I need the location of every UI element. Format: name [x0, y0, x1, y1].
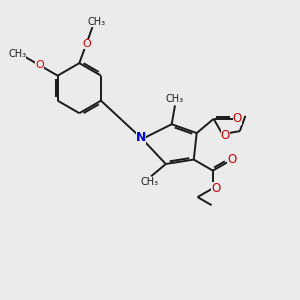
- Text: CH₃: CH₃: [8, 49, 26, 58]
- Text: CH₃: CH₃: [88, 17, 106, 27]
- Text: O: O: [82, 39, 91, 49]
- Text: O: O: [227, 153, 236, 166]
- Text: N: N: [136, 131, 146, 144]
- Text: CH₃: CH₃: [166, 94, 184, 104]
- Text: O: O: [232, 112, 242, 125]
- Text: CH₃: CH₃: [141, 177, 159, 187]
- Text: O: O: [211, 182, 220, 195]
- Text: O: O: [221, 129, 230, 142]
- Text: O: O: [35, 60, 44, 70]
